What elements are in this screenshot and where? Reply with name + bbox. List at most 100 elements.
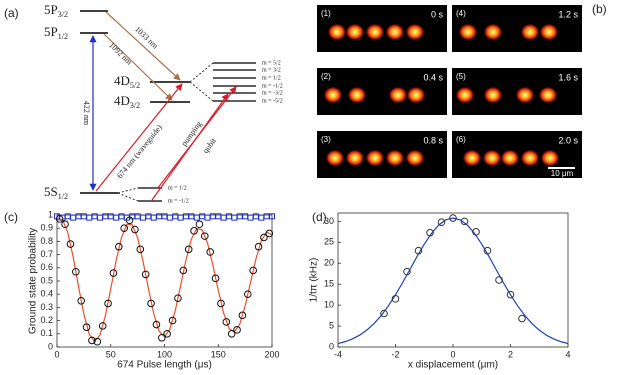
atom-image (539, 23, 559, 41)
sublevel-label: m = 5/2 (262, 60, 281, 66)
data-point (195, 220, 204, 229)
data-point (55, 215, 64, 223)
atom-image (323, 86, 343, 104)
panel-label: (b) (592, 2, 607, 16)
y-tick-label: 30 (324, 216, 334, 226)
data-point (141, 270, 150, 279)
dashed-connector (189, 62, 214, 83)
data-point (495, 276, 503, 284)
sublevel-label: m = -3/2 (262, 90, 283, 96)
data-point (403, 267, 411, 276)
data-point (249, 266, 257, 275)
data-point (109, 269, 118, 277)
data-point (449, 214, 457, 222)
x-tick-label: 0 (450, 349, 455, 359)
atom-image (365, 23, 385, 41)
level-label: 4D3/2 (114, 93, 140, 110)
plot-frame (337, 212, 569, 348)
atom-image (520, 149, 540, 167)
data-point (238, 311, 247, 320)
data-point (131, 225, 139, 234)
y-tick-label: 0.8 (40, 236, 53, 246)
y-tick-label: 25 (324, 237, 334, 247)
data-point (217, 299, 225, 308)
tile-label: (4) (456, 9, 466, 18)
transition-arrow (156, 86, 237, 190)
data-point (136, 245, 145, 254)
level-name: 4D (114, 93, 130, 108)
tile-time: 0.8 s (423, 135, 443, 145)
x-axis-label: x displacement (μm) (408, 360, 498, 371)
x-tick-label: 200 (264, 349, 279, 359)
sublevel-label: m = -5/2 (262, 98, 283, 104)
data-point (483, 246, 492, 255)
tile-time: 1.2 s (558, 9, 578, 19)
atom-image (483, 23, 503, 41)
x-tick-label: -2 (391, 349, 399, 359)
data-point (184, 245, 193, 254)
sublevel-label: m = 1/2 (168, 185, 187, 191)
data-point (391, 295, 400, 303)
data-point (244, 290, 252, 299)
y-tick-label: 10 (324, 300, 334, 310)
level-label: 4D5/2 (114, 73, 140, 90)
tile-time: 0.4 s (423, 72, 443, 82)
data-point (174, 294, 182, 302)
data-point (206, 248, 214, 256)
data-point (120, 224, 128, 232)
panel-label: (a) (4, 6, 19, 20)
data-point (93, 337, 102, 346)
transition-label: 422 nm (82, 101, 91, 126)
x-tick-label: 100 (157, 349, 172, 359)
dashed-connector (117, 187, 139, 194)
data-square (269, 213, 275, 220)
x-tick-label: 2 (508, 349, 513, 359)
data-point (201, 232, 209, 240)
level-subscript: 1/2 (58, 192, 68, 201)
transition-label: 1033 nm (133, 25, 160, 51)
data-point (104, 299, 112, 308)
transition-arrow (95, 83, 183, 192)
atom-image (385, 23, 405, 41)
data-point (72, 267, 80, 276)
data-point (260, 233, 268, 242)
fit-curve (337, 217, 569, 345)
x-tick-label: -4 (334, 349, 342, 359)
atom-image (540, 149, 560, 167)
data-point (233, 326, 241, 334)
data-point (147, 299, 155, 308)
transition-label: qubit (201, 136, 218, 155)
level-name: 5P (44, 24, 58, 39)
level-name: 5P (44, 2, 58, 17)
transition-label: 674 nm (waveguide) (115, 123, 164, 180)
level-label: 5S1/2 (44, 184, 68, 201)
data-point (66, 240, 75, 248)
atom-image (482, 149, 502, 167)
data-point (222, 318, 231, 326)
y-tick-label: 0.2 (40, 315, 53, 325)
tile-label: (1) (321, 9, 331, 18)
y-tick-label: 0 (329, 341, 334, 351)
sublevel-label: m = 1/2 (262, 75, 281, 81)
atom-image (388, 86, 408, 104)
panel-label: (d) (312, 210, 327, 224)
atom-image (345, 23, 365, 41)
tile-label: (3) (321, 135, 331, 144)
data-point (125, 216, 134, 225)
data-point (380, 309, 388, 318)
level-label: 5P3/2 (44, 2, 68, 19)
sublevel-label: m = -1/2 (168, 198, 189, 204)
transition-arrow (103, 33, 173, 101)
sublevel-label: m = -1/2 (262, 83, 283, 89)
data-point (506, 290, 515, 299)
tile-time: 1.6 s (558, 72, 578, 82)
data-point (426, 228, 434, 237)
data-point (460, 217, 469, 226)
data-point (163, 330, 171, 338)
y-tick-label: 5 (329, 320, 334, 330)
data-point (227, 330, 236, 338)
y-tick-label: 1 (48, 209, 53, 219)
dashed-connector (189, 81, 214, 102)
data-point (115, 242, 123, 251)
sublevel-label: m = 3/2 (262, 67, 281, 73)
